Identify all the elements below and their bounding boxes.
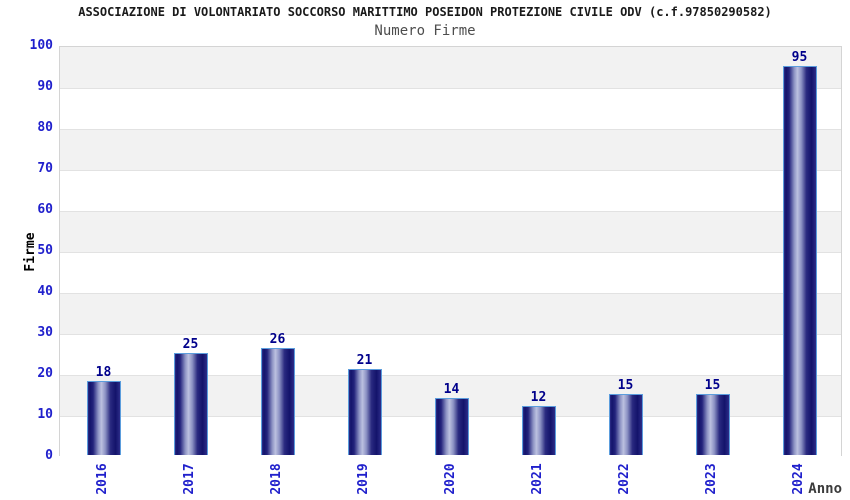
gridline	[60, 334, 841, 335]
plot-area: 18 25 26 21 14 12 15 15 95	[59, 46, 842, 457]
bar-2021	[521, 406, 556, 455]
bar-2024	[782, 66, 817, 455]
x-tick-label: 2020	[442, 463, 458, 495]
chart-subtitle: Numero Firme	[374, 23, 476, 39]
bar-2018	[260, 348, 295, 455]
x-tick-label: 2017	[181, 463, 197, 495]
y-tick-label: 60	[37, 202, 53, 217]
bar-2022	[608, 394, 643, 455]
x-tick-label: 2022	[616, 463, 632, 495]
y-tick-label: 80	[37, 120, 53, 135]
bar-value-label: 25	[182, 337, 199, 352]
gridline	[60, 293, 841, 294]
grid-band	[60, 88, 841, 129]
bar-value-label: 18	[95, 365, 112, 380]
bar-value-label: 15	[617, 378, 634, 393]
y-tick-label: 30	[37, 325, 53, 340]
x-tick-label: 2019	[355, 463, 371, 495]
y-tick-label: 10	[37, 407, 53, 422]
grid-band	[60, 293, 841, 334]
gridline	[60, 129, 841, 130]
bar-value-label: 21	[356, 353, 373, 368]
bar-value-label: 14	[443, 382, 460, 397]
grid-band	[60, 47, 841, 88]
bar-value-label: 12	[530, 390, 547, 405]
bar-value-label: 26	[269, 332, 286, 347]
y-tick-label: 70	[37, 161, 53, 176]
y-tick-label: 100	[29, 38, 53, 53]
x-tick-label: 2024	[790, 463, 806, 495]
grid-band	[60, 252, 841, 293]
x-tick-label: 2018	[268, 463, 284, 495]
bar-2023	[695, 394, 730, 455]
chart-title: ASSOCIAZIONE DI VOLONTARIATO SOCCORSO MA…	[78, 5, 772, 19]
bar-2020	[434, 398, 469, 455]
bar-value-label: 15	[704, 378, 721, 393]
bar-2019	[347, 369, 382, 455]
x-axis-title: Anno	[808, 481, 842, 497]
grid-band	[60, 170, 841, 211]
y-tick-label: 40	[37, 284, 53, 299]
gridline	[60, 375, 841, 376]
grid-band	[60, 211, 841, 252]
y-tick-label: 50	[37, 243, 53, 258]
x-tick-label: 2016	[94, 463, 110, 495]
bar-value-label: 95	[791, 50, 808, 65]
gridline	[60, 88, 841, 89]
gridline	[60, 170, 841, 171]
grid-band	[60, 129, 841, 170]
x-tick-label: 2021	[529, 463, 545, 495]
y-tick-label: 0	[45, 448, 53, 463]
y-tick-label: 20	[37, 366, 53, 381]
x-tick-label: 2023	[703, 463, 719, 495]
y-tick-label: 90	[37, 79, 53, 94]
bar-2017	[173, 353, 208, 455]
gridline	[60, 211, 841, 212]
bar-2016	[86, 381, 121, 455]
gridline	[60, 252, 841, 253]
